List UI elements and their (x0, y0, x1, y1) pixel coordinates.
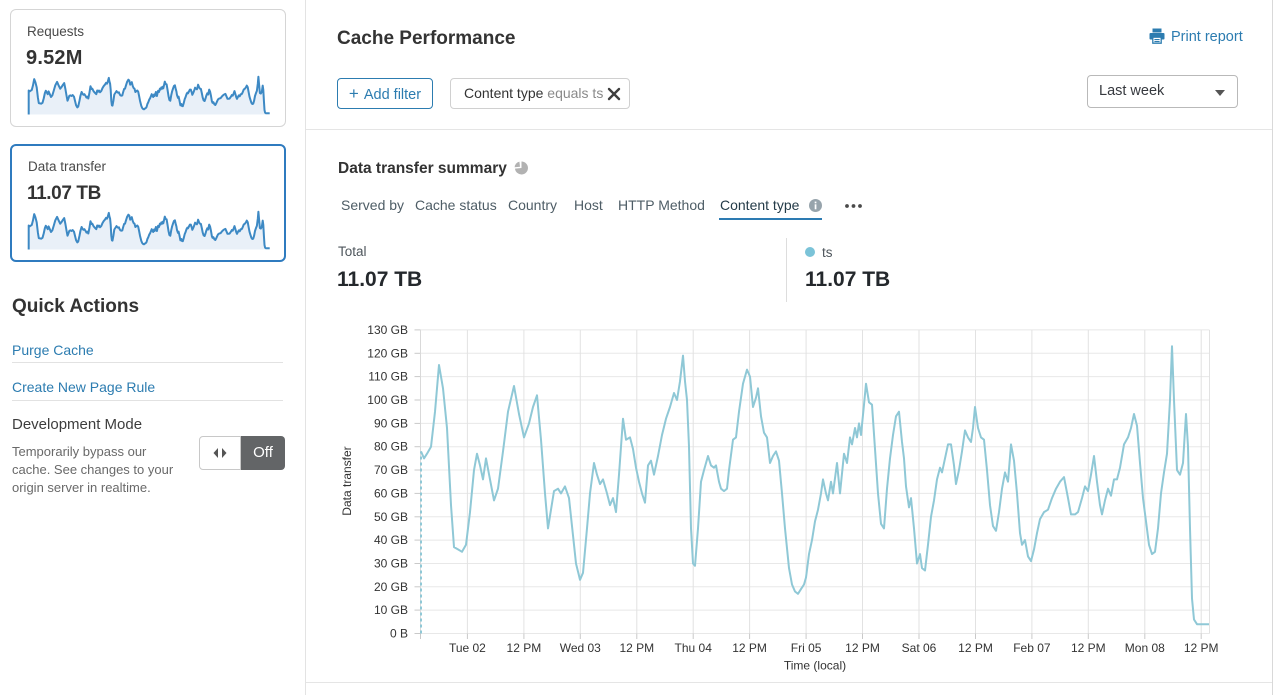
svg-text:30 GB: 30 GB (374, 557, 408, 571)
svg-text:12 PM: 12 PM (619, 641, 654, 655)
svg-text:10 GB: 10 GB (374, 603, 408, 617)
svg-text:Mon 08: Mon 08 (1125, 641, 1165, 655)
svg-text:12 PM: 12 PM (958, 641, 993, 655)
svg-text:Thu 04: Thu 04 (675, 641, 713, 655)
svg-text:Data transfer: Data transfer (340, 446, 354, 515)
svg-text:Fri 05: Fri 05 (791, 641, 822, 655)
svg-text:Tue 02: Tue 02 (449, 641, 486, 655)
svg-text:20 GB: 20 GB (374, 580, 408, 594)
svg-text:Time (local): Time (local) (784, 659, 846, 673)
svg-text:100 GB: 100 GB (367, 393, 408, 407)
svg-text:Sat 06: Sat 06 (902, 641, 937, 655)
svg-text:90 GB: 90 GB (374, 416, 408, 430)
svg-text:12 PM: 12 PM (732, 641, 767, 655)
svg-text:0 B: 0 B (390, 627, 408, 641)
svg-text:12 PM: 12 PM (507, 641, 542, 655)
svg-text:110 GB: 110 GB (368, 370, 408, 384)
svg-text:60 GB: 60 GB (374, 486, 408, 500)
svg-text:12 PM: 12 PM (845, 641, 880, 655)
svg-text:130 GB: 130 GB (367, 323, 408, 337)
svg-text:80 GB: 80 GB (374, 440, 408, 454)
svg-text:Wed 03: Wed 03 (560, 641, 601, 655)
svg-text:12 PM: 12 PM (1184, 641, 1219, 655)
svg-text:50 GB: 50 GB (374, 510, 408, 524)
svg-text:Feb 07: Feb 07 (1013, 641, 1051, 655)
svg-text:40 GB: 40 GB (374, 533, 408, 547)
svg-text:70 GB: 70 GB (374, 463, 408, 477)
svg-text:12 PM: 12 PM (1071, 641, 1106, 655)
svg-text:120 GB: 120 GB (367, 346, 408, 360)
